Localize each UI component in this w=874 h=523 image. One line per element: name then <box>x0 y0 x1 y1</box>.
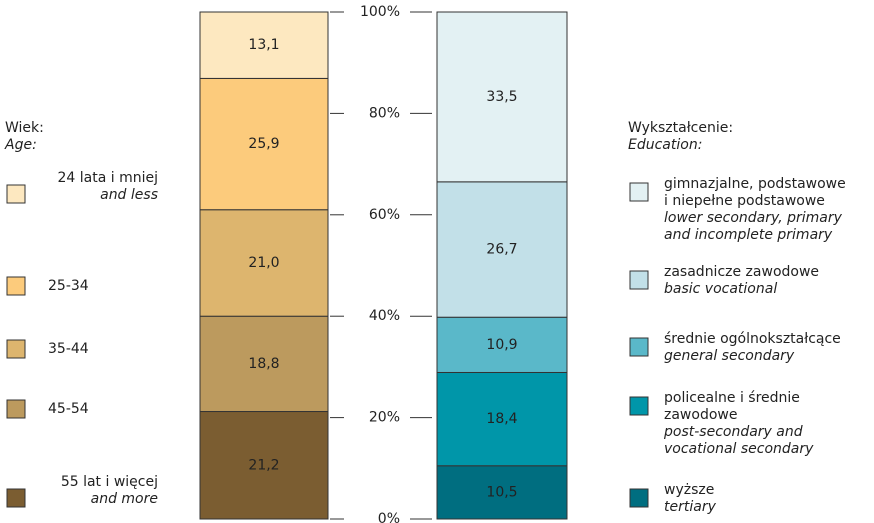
legend-label: zawodowe <box>664 407 737 423</box>
y-tick-label: 40% <box>369 308 400 324</box>
legend-label: gimnazjalne, podstawowe <box>664 176 846 192</box>
legend-swatch <box>6 276 26 296</box>
legend-label-en: tertiary <box>664 499 717 515</box>
legend-label-en: and more <box>91 491 158 507</box>
legend-label: 35-44 <box>48 341 89 357</box>
value-label: 13,1 <box>248 37 279 53</box>
value-label: 25,9 <box>248 136 279 152</box>
legend-label: wyższe <box>664 482 714 498</box>
legend-label: 25-34 <box>48 278 89 294</box>
legend-label-en: basic vocational <box>664 281 777 297</box>
legend-label-en: lower secondary, primary <box>664 210 843 226</box>
legend-swatch <box>6 399 26 419</box>
legend-swatch <box>629 270 649 290</box>
legend-title: Wykształcenie: <box>628 120 733 136</box>
legend-swatch <box>6 184 26 204</box>
legend-swatch <box>6 339 26 359</box>
value-label: 33,5 <box>486 89 517 105</box>
bar-segment <box>436 465 568 520</box>
legend-title-en: Education: <box>628 137 702 153</box>
legend-title-en: Age: <box>4 137 37 153</box>
value-label: 21,0 <box>248 255 279 271</box>
y-tick-label: 60% <box>369 207 400 223</box>
y-tick-label: 80% <box>369 105 400 121</box>
legend-label: 45-54 <box>48 401 89 417</box>
legend-label: policealne i średnie <box>664 390 800 406</box>
legend-label: i niepełne podstawowe <box>664 193 825 209</box>
legend-label: 55 lat i więcej <box>61 474 158 490</box>
y-tick-label: 100% <box>360 4 400 20</box>
legend-swatch <box>629 488 649 508</box>
legend-label: 24 lata i mniej <box>58 170 159 186</box>
y-tick-label: 0% <box>378 511 400 523</box>
legend-label-en: vocational secondary <box>664 441 814 457</box>
bar-segment <box>199 411 329 520</box>
legend-label-en: and incomplete primary <box>664 227 833 243</box>
value-label: 18,8 <box>248 356 279 372</box>
bar-segment <box>199 11 329 79</box>
legend-swatch <box>6 488 26 508</box>
y-tick-label: 20% <box>369 410 400 426</box>
value-label: 10,5 <box>486 484 517 500</box>
legend-label: zasadnicze zawodowe <box>664 264 819 280</box>
legend-swatch <box>629 396 649 416</box>
legend-label: średnie ogólnokształcące <box>664 331 841 347</box>
legend-title: Wiek: <box>5 120 44 136</box>
legend-swatch <box>629 337 649 357</box>
legend-label-en: general secondary <box>664 348 795 364</box>
value-label: 10,9 <box>486 337 517 353</box>
bar-segment <box>436 11 568 183</box>
bar-segment <box>436 316 568 373</box>
legend-label-en: and less <box>100 187 158 203</box>
legend-swatch <box>629 182 649 202</box>
value-label: 26,7 <box>486 242 517 258</box>
bar-segment <box>199 315 329 413</box>
legend-label-en: post-secondary and <box>663 424 803 440</box>
bar-segment <box>436 371 568 467</box>
value-label: 18,4 <box>486 411 517 427</box>
value-label: 21,2 <box>248 457 279 473</box>
